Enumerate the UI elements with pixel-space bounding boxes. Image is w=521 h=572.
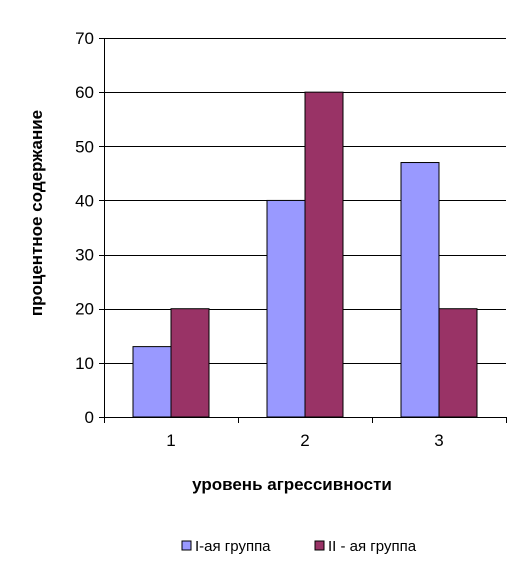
bar-series-1-cat-1 <box>132 346 172 418</box>
y-tick-label: 0 <box>85 408 94 427</box>
legend-label-series-1: I-ая группа <box>195 538 271 555</box>
x-tick-label: 2 <box>300 431 309 450</box>
y-tick-label: 20 <box>75 300 94 319</box>
y-tick-label: 60 <box>75 83 94 102</box>
bar-series-2-cat-2 <box>304 91 344 418</box>
tick-labels: 0 10 20 30 40 50 60 70 1 2 3 <box>75 29 444 450</box>
y-tick-label: 70 <box>75 29 94 48</box>
x-tick-label: 3 <box>434 431 443 450</box>
y-tick-label: 40 <box>75 191 94 210</box>
bar-series-1-cat-2 <box>266 199 306 418</box>
y-tick-label: 50 <box>75 137 94 156</box>
axes <box>99 38 507 423</box>
x-axis-title: уровень агрессивности <box>192 475 392 494</box>
legend-swatch-series-1 <box>181 540 192 551</box>
legend-label-series-2: II - ая группа <box>328 538 417 555</box>
bars <box>132 91 478 418</box>
x-tick-label: 1 <box>166 431 175 450</box>
legend: I-ая группа II - ая группа <box>181 538 417 555</box>
legend-swatch-series-2 <box>314 540 325 551</box>
y-axis-title: процентное содержание <box>27 110 46 316</box>
bar-series-2-cat-3 <box>438 308 478 418</box>
bar-series-2-cat-1 <box>170 308 210 418</box>
bar-series-1-cat-3 <box>400 162 440 418</box>
y-tick-label: 30 <box>75 246 94 265</box>
y-tick-label: 10 <box>75 354 94 373</box>
